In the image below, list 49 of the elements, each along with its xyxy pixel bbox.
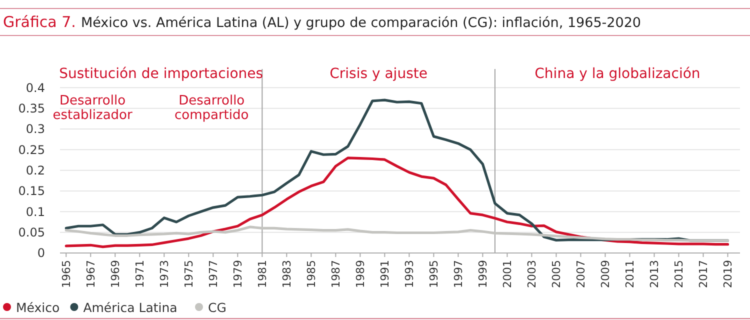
x-tick-label: 1969 (108, 260, 122, 288)
annotation: Crisis y ajuste (330, 66, 428, 82)
annotation: Desarrollo establizador (52, 94, 134, 123)
x-tick-label: 1979 (232, 260, 245, 288)
x-tick-label: 1977 (207, 260, 220, 288)
y-tick-label: 0 (37, 246, 45, 260)
y-tick-label: 0.2 (26, 164, 45, 178)
x-tick-label: 1981 (256, 260, 270, 288)
y-tick-label: 0.25 (18, 142, 45, 157)
x-tick-label: 2003 (526, 260, 539, 288)
x-tick-label: 2019 (722, 260, 735, 288)
x-tick-label: 1973 (158, 260, 171, 288)
y-tick-label: 0.15 (18, 184, 45, 198)
annotation: Desarrollo compartido (174, 94, 249, 123)
chart-subtitle: México vs. América Latina (AL) y grupo de comparación (CG): inflación, 1965-2020 (80, 15, 642, 31)
legend-label: América Latina (83, 300, 178, 315)
y-tick-label: 0.4 (26, 80, 45, 95)
x-tick-label: 1983 (280, 260, 294, 288)
annotation: Sustitución de importaciones (59, 66, 264, 82)
x-tick-label: 1985 (305, 260, 318, 288)
x-tick-label: 2001 (501, 260, 514, 288)
chart-title: Gráfica 7. (3, 13, 76, 31)
x-tick-label: 2005 (550, 260, 564, 288)
annotation: China y la globalización (534, 66, 700, 82)
x-tick-label: 2015 (672, 260, 686, 288)
line-series (64, 226, 730, 242)
line-series (64, 156, 730, 248)
x-tick-label: 2009 (599, 260, 612, 288)
x-tick-label: 1989 (354, 260, 368, 288)
y-tick-label: 0.3 (26, 122, 45, 136)
x-tick-label: 1987 (330, 260, 343, 288)
x-tick-label: 1965 (60, 260, 73, 288)
legend-label: México (16, 300, 60, 315)
legend-label: CG (208, 300, 226, 315)
x-tick-label: 2017 (697, 260, 710, 288)
y-tick-label: 0.1 (26, 204, 45, 219)
x-tick-label: 1995 (428, 260, 441, 288)
x-tick-label: 2011 (624, 260, 637, 288)
y-tick-label: 0.05 (18, 226, 45, 240)
x-tick-label: 2007 (574, 260, 588, 288)
x-tick-label: 1971 (133, 260, 146, 288)
x-tick-label: 2013 (648, 260, 662, 288)
x-tick-label: 1967 (84, 260, 98, 288)
x-tick-label: 1993 (403, 260, 416, 288)
x-tick-label: 1991 (378, 260, 392, 288)
x-tick-label: 1997 (452, 260, 466, 288)
y-tick-label: 0.35 (18, 102, 45, 116)
x-tick-label: 1975 (182, 260, 196, 288)
x-tick-label: 1999 (476, 260, 490, 288)
